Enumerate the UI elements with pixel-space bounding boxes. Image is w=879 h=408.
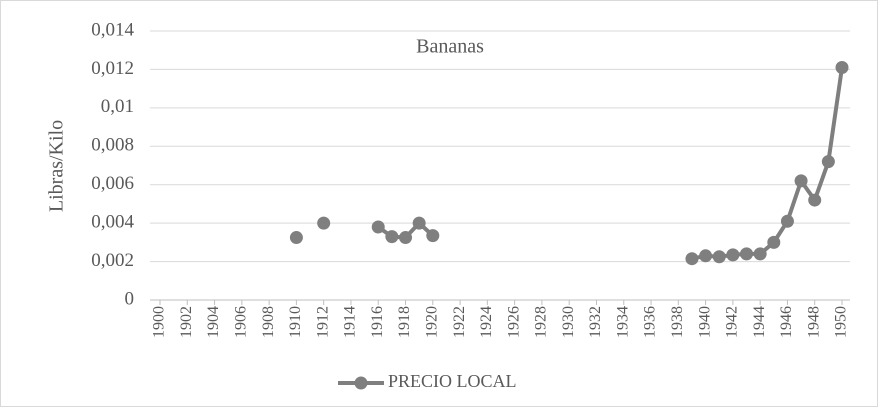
data-point	[740, 247, 754, 261]
x-tick-label: 1910	[287, 306, 304, 338]
y-axis-label: Libras/Kilo	[46, 120, 68, 212]
data-point	[371, 220, 385, 234]
data-point	[726, 248, 740, 262]
data-point	[821, 155, 835, 169]
data-point	[412, 216, 426, 230]
x-tick-label: 1942	[724, 306, 741, 338]
x-tick-label: 1950	[833, 306, 850, 338]
y-tick-label: 0,004	[91, 212, 134, 233]
data-point	[289, 231, 303, 245]
data-point	[699, 249, 713, 263]
data-point	[808, 193, 822, 207]
data-point	[767, 235, 781, 249]
chart-title: Bananas	[416, 36, 484, 58]
data-point	[753, 247, 767, 261]
x-tick-label: 1926	[505, 306, 522, 338]
x-tick-label: 1912	[314, 306, 331, 338]
x-tick-label: 1938	[669, 306, 686, 338]
x-tick-label: 1904	[205, 306, 222, 338]
x-tick-label: 1914	[342, 306, 359, 338]
x-tick-label: 1906	[233, 306, 250, 338]
x-tick-label: 1940	[696, 306, 713, 338]
x-tick-label: 1922	[451, 306, 468, 338]
x-tick-label: 1916	[369, 306, 386, 338]
y-tick-label: 0,006	[91, 173, 134, 194]
x-tick-label: 1902	[178, 306, 195, 338]
y-tick-label: 0,002	[91, 250, 134, 271]
x-tick-label: 1924	[478, 306, 495, 338]
x-tick-label: 1934	[614, 306, 631, 338]
x-tick-label: 1908	[260, 306, 277, 338]
x-tick-label: 1948	[805, 306, 822, 338]
x-tick-label: 1920	[423, 306, 440, 338]
data-point	[794, 174, 808, 188]
y-tick-label: 0	[125, 288, 135, 309]
x-tick-label: 1918	[396, 306, 413, 338]
legend-label: PRECIO LOCAL	[388, 371, 517, 391]
data-point	[426, 229, 440, 243]
data-point	[317, 216, 331, 230]
data-point	[712, 250, 726, 264]
y-tick-label: 0,014	[91, 19, 134, 40]
data-point	[685, 252, 699, 266]
data-point	[385, 230, 399, 244]
y-tick-label: 0,012	[91, 58, 134, 79]
data-point	[780, 214, 794, 228]
x-tick-label: 1928	[533, 306, 550, 338]
x-tick-label: 1932	[587, 306, 604, 338]
data-point	[835, 61, 849, 75]
legend-marker	[354, 376, 368, 390]
x-tick-label: 1946	[778, 306, 795, 338]
x-tick-label: 1936	[642, 306, 659, 338]
x-tick-label: 1944	[751, 306, 768, 338]
x-tick-label: 1900	[151, 306, 168, 338]
x-tick-label: 1930	[560, 306, 577, 338]
y-tick-label: 0,01	[101, 96, 134, 117]
data-point	[399, 231, 413, 245]
y-tick-label: 0,008	[91, 135, 134, 156]
